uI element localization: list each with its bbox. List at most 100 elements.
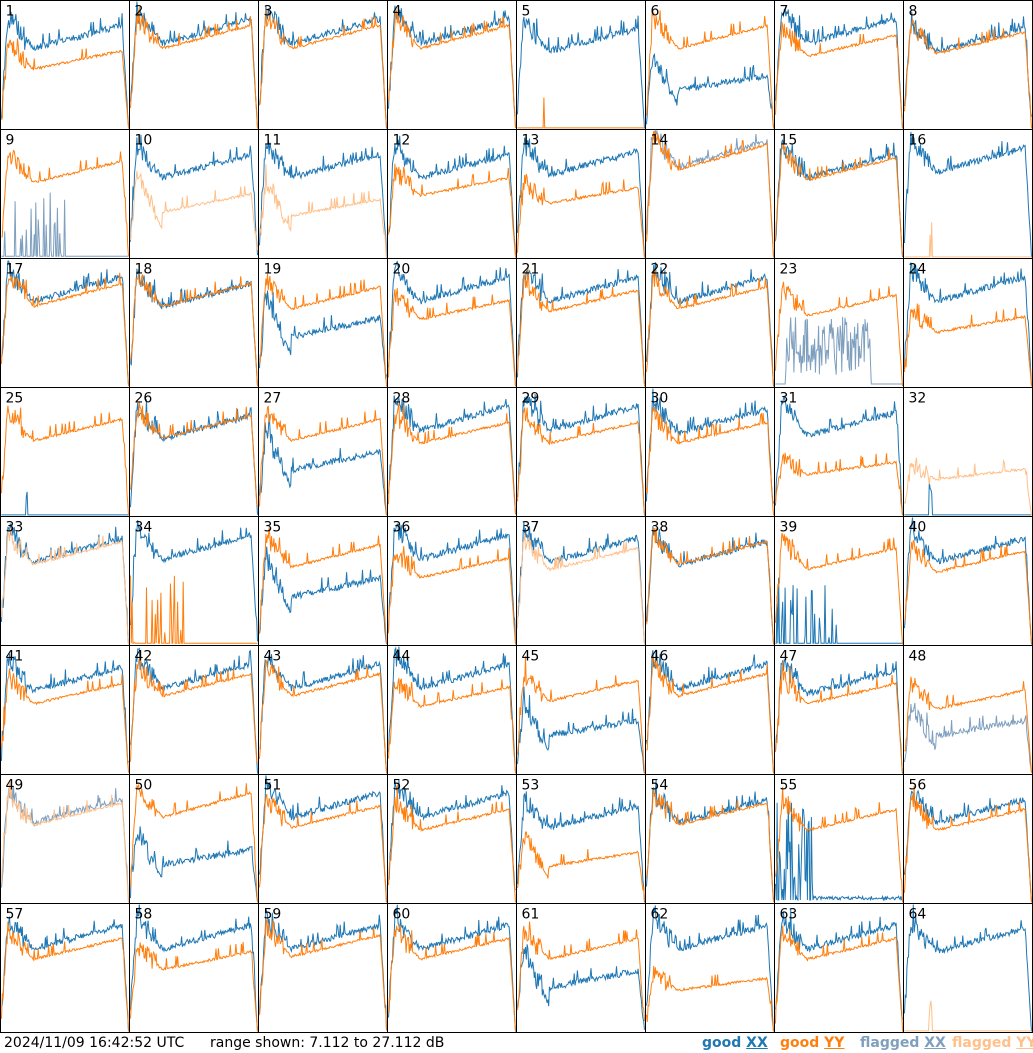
antenna-panel-30: 30 — [645, 387, 775, 517]
series-xx-53 — [517, 791, 645, 903]
series-yy-13 — [517, 173, 645, 258]
series-xx-44 — [388, 646, 516, 774]
series-xx-12 — [388, 135, 516, 255]
antenna-panel-59: 59 — [258, 903, 388, 1033]
series-xx-19 — [259, 290, 387, 379]
antenna-panel-48: 48 — [903, 645, 1033, 775]
panel-label: 22 — [651, 262, 669, 278]
panel-frame — [774, 645, 904, 775]
panel-label: 52 — [393, 778, 411, 794]
panel-frame — [387, 0, 517, 130]
series-yy-43 — [259, 658, 387, 774]
antenna-panel-61: 61 — [516, 903, 646, 1033]
series-xx-55 — [775, 802, 903, 902]
series-yy-22 — [646, 269, 774, 386]
panel-frame — [774, 129, 904, 259]
series-yy-19 — [259, 273, 387, 387]
panel-frame — [516, 258, 646, 388]
series-xx-23 — [775, 316, 903, 385]
series-xx-57 — [1, 916, 129, 1032]
series-yy-12 — [388, 163, 516, 258]
panel-frame — [516, 645, 646, 775]
panel-frame — [129, 387, 259, 517]
panel-label: 50 — [135, 778, 153, 794]
legend-good-yy: good YY — [780, 1033, 844, 1053]
panel-label: 27 — [264, 391, 282, 407]
panel-frame — [774, 516, 904, 646]
panel-label: 24 — [909, 262, 927, 278]
series-xx-31 — [775, 396, 903, 516]
series-xx-16 — [904, 131, 1032, 258]
series-yy-1 — [1, 38, 129, 129]
panel-label: 64 — [909, 907, 927, 923]
panel-label: 60 — [393, 907, 411, 923]
series-yy-58 — [130, 941, 258, 1032]
series-yy-61 — [517, 921, 645, 1022]
series-xx-20 — [388, 260, 516, 387]
series-yy-17 — [1, 272, 129, 387]
series-yy-53 — [517, 831, 645, 902]
antenna-panel-31: 31 — [774, 387, 904, 517]
series-xx-6 — [646, 52, 774, 128]
series-xx-56 — [904, 789, 1032, 903]
series-yy-49 — [1, 779, 129, 903]
panel-label: 28 — [393, 391, 411, 407]
antenna-panel-14: 14 — [645, 129, 775, 259]
legend-flagged-yy-pol: YY — [1016, 1035, 1033, 1051]
series-xx-9 — [1, 192, 129, 257]
antenna-panel-42: 42 — [129, 645, 259, 775]
panel-label: 49 — [6, 778, 24, 794]
series-xx-11 — [259, 140, 387, 258]
panel-label: 54 — [651, 778, 669, 794]
panel-frame — [258, 0, 388, 130]
antenna-panel-57: 57 — [0, 903, 130, 1033]
series-xx-1 — [1, 11, 129, 126]
series-yy-15 — [775, 143, 903, 257]
legend-good-xx-pol: XX — [746, 1035, 768, 1051]
panel-frame — [0, 387, 130, 517]
antenna-panel-25: 25 — [0, 387, 130, 517]
panel-label: 7 — [780, 4, 789, 20]
series-yy-29 — [517, 407, 645, 515]
panel-label: 32 — [909, 391, 927, 407]
antenna-panel-44: 44 — [387, 645, 517, 775]
antenna-panel-63: 63 — [774, 903, 904, 1033]
panel-label: 18 — [135, 262, 153, 278]
series-yy-27 — [259, 405, 387, 516]
panel-label: 10 — [135, 133, 153, 149]
series-yy-51 — [259, 793, 387, 903]
panel-label: 44 — [393, 649, 411, 665]
panel-label: 35 — [264, 520, 282, 536]
panel-label: 8 — [909, 4, 918, 20]
series-xx-22 — [646, 262, 774, 387]
panel-label: 34 — [135, 520, 153, 536]
panel-label: 9 — [6, 133, 15, 149]
antenna-panel-5: 5 — [516, 0, 646, 130]
footer: 2024/11/09 16:42:52 UTC range shown: 7.1… — [0, 1033, 1033, 1053]
antenna-panel-58: 58 — [129, 903, 259, 1033]
antenna-panel-29: 29 — [516, 387, 646, 517]
series-xx-35 — [259, 546, 387, 645]
series-yy-11 — [259, 164, 387, 258]
series-yy-26 — [130, 402, 258, 507]
panel-label: 53 — [522, 778, 540, 794]
antenna-panel-8: 8 — [903, 0, 1033, 130]
antenna-panel-49: 49 — [0, 774, 130, 904]
antenna-panel-19: 19 — [258, 258, 388, 388]
series-yy-28 — [388, 403, 516, 515]
panel-label: 58 — [135, 907, 153, 923]
legend-flagged-yy: flagged YY — [952, 1033, 1033, 1053]
antenna-panel-24: 24 — [903, 258, 1033, 388]
series-xx-43 — [259, 654, 387, 771]
antenna-panel-18: 18 — [129, 258, 259, 388]
antenna-panel-13: 13 — [516, 129, 646, 259]
series-xx-24 — [904, 261, 1032, 387]
antenna-panel-47: 47 — [774, 645, 904, 775]
series-yy-47 — [775, 661, 903, 773]
antenna-panel-10: 10 — [129, 129, 259, 259]
panel-label: 57 — [6, 907, 24, 923]
panel-frame — [903, 0, 1033, 130]
series-xx-7 — [775, 8, 903, 129]
antenna-panel-40: 40 — [903, 516, 1033, 646]
